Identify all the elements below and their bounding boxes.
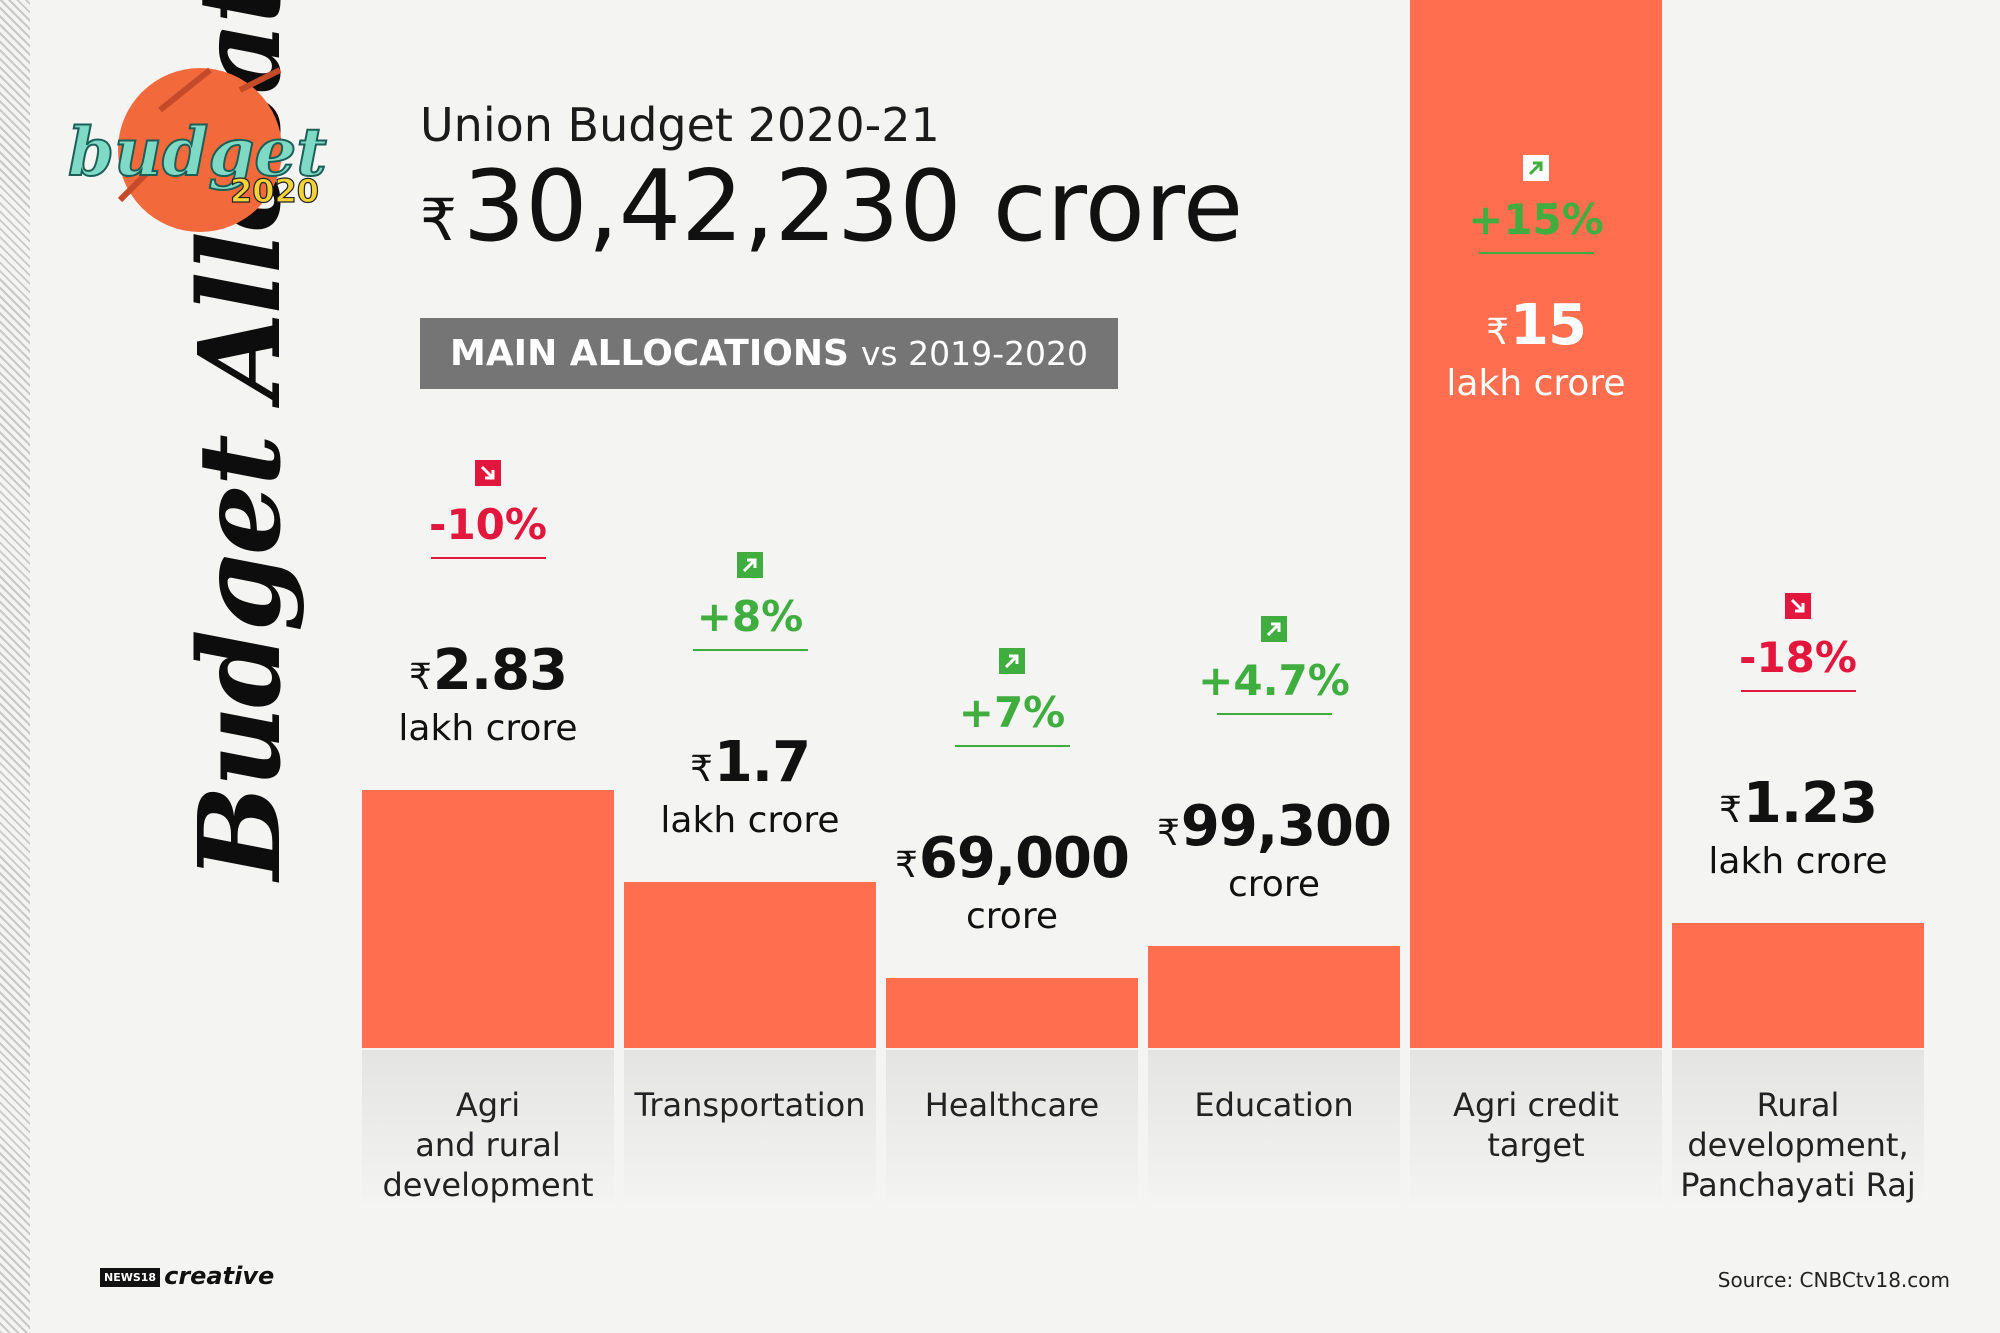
value-amount: ₹1.7 <box>590 732 910 801</box>
rupee-symbol: ₹ <box>894 845 918 886</box>
change-indicator: +7% <box>922 648 1102 747</box>
total-budget: ₹30,42,230 crore <box>420 150 1243 264</box>
change-percent: +8% <box>696 592 804 642</box>
change-underline <box>430 556 546 559</box>
category-background <box>1410 1050 1662 1210</box>
value-label: ₹15 lakh crore <box>1376 295 1696 404</box>
value-amount: ₹99,300 <box>1114 793 1434 865</box>
change-underline <box>1478 252 1594 254</box>
value-unit: crore <box>1228 863 1320 905</box>
change-percent: +15% <box>1468 195 1604 244</box>
change-indicator: +4.7% <box>1184 615 1364 715</box>
brand-creative: creative <box>164 1262 275 1290</box>
change-percent: -10% <box>429 499 547 549</box>
rupee-symbol: ₹ <box>689 749 713 791</box>
value-number: 69,000 <box>918 826 1130 891</box>
value-unit: lakh crore <box>1446 363 1626 404</box>
arrow-down-right-icon <box>475 459 501 486</box>
value-number: 15 <box>1509 293 1587 358</box>
value-unit: lakh crore <box>660 800 840 842</box>
allocations-label-rest: vs 2019-2020 <box>860 334 1088 373</box>
category-label: Agri credit target <box>1453 1086 1619 1164</box>
value-amount: ₹1.23 <box>1638 773 1958 842</box>
rupee-symbol: ₹ <box>408 656 432 698</box>
logo-year: 2020 <box>230 172 319 210</box>
change-indicator: -10% <box>398 459 578 559</box>
change-underline <box>692 649 808 652</box>
total-rupee-symbol: ₹ <box>420 186 457 254</box>
value-unit: lakh crore <box>398 707 578 749</box>
change-percent: +4.7% <box>1198 655 1350 705</box>
arrow-up-right-icon <box>1523 155 1549 181</box>
value-number: 2.83 <box>432 637 568 703</box>
category-background <box>1672 1050 1924 1210</box>
budget-title: Union Budget 2020-21 <box>420 98 940 152</box>
category-background <box>1148 1050 1400 1210</box>
category-background <box>624 1050 876 1210</box>
value-label: ₹99,300 crore <box>1114 793 1434 905</box>
change-indicator: +8% <box>660 552 840 652</box>
value-amount: ₹2.83 <box>328 637 648 709</box>
bar <box>1148 945 1400 1048</box>
change-underline <box>954 745 1070 747</box>
bar <box>1672 923 1924 1048</box>
hatched-edge <box>0 0 30 1333</box>
brand-logo: NEWS18 creative <box>100 1262 274 1290</box>
logo-word: budget <box>68 113 327 191</box>
value-label: ₹1.7 lakh crore <box>590 732 910 841</box>
value-number: 1.23 <box>1742 771 1878 837</box>
category-label: Education <box>1194 1086 1354 1124</box>
change-indicator: +15% <box>1446 155 1626 254</box>
value-label: ₹69,000 crore <box>852 828 1172 937</box>
arrow-up-right-icon <box>1261 615 1287 642</box>
bar <box>624 882 876 1048</box>
arrow-up-right-icon <box>737 552 763 579</box>
arrow-down-right-icon <box>1785 593 1811 620</box>
rupee-symbol: ₹ <box>1156 812 1180 854</box>
category-background <box>886 1050 1138 1210</box>
value-number: 99,300 <box>1180 793 1392 859</box>
value-number: 1.7 <box>713 730 811 796</box>
category-label: Healthcare <box>924 1086 1100 1124</box>
category-label: Transportation <box>634 1086 866 1124</box>
allocations-label: MAIN ALLOCATIONS vs 2019-2020 <box>420 318 1118 389</box>
value-amount: ₹15 <box>1376 295 1696 364</box>
change-percent: -18% <box>1739 633 1857 683</box>
bar <box>886 978 1138 1048</box>
change-indicator: -18% <box>1708 593 1888 693</box>
allocations-label-bold: MAIN ALLOCATIONS <box>450 333 849 374</box>
value-label: ₹1.23 lakh crore <box>1638 773 1958 882</box>
value-unit: crore <box>966 896 1058 937</box>
rupee-symbol: ₹ <box>1486 312 1509 353</box>
budget-logo: budget 2020 <box>67 67 328 232</box>
value-unit: lakh crore <box>1708 841 1888 883</box>
change-underline <box>1216 712 1332 715</box>
rupee-symbol: ₹ <box>1718 790 1742 832</box>
category-background <box>362 1050 614 1210</box>
value-label: ₹2.83 lakh crore <box>328 637 648 749</box>
category-label: Agri and rural development <box>382 1086 594 1204</box>
change-underline <box>1740 690 1856 693</box>
brand-news: NEWS18 <box>100 1267 161 1287</box>
bar <box>362 789 614 1048</box>
category-label: Rural development, Panchayati Raj <box>1680 1086 1916 1204</box>
source-credit: Source: CNBCtv18.com <box>1717 1268 1950 1292</box>
arrow-up-right-icon <box>999 648 1025 674</box>
change-percent: +7% <box>958 688 1066 737</box>
value-amount: ₹69,000 <box>852 828 1172 897</box>
total-value: 30,42,230 crore <box>462 150 1244 264</box>
